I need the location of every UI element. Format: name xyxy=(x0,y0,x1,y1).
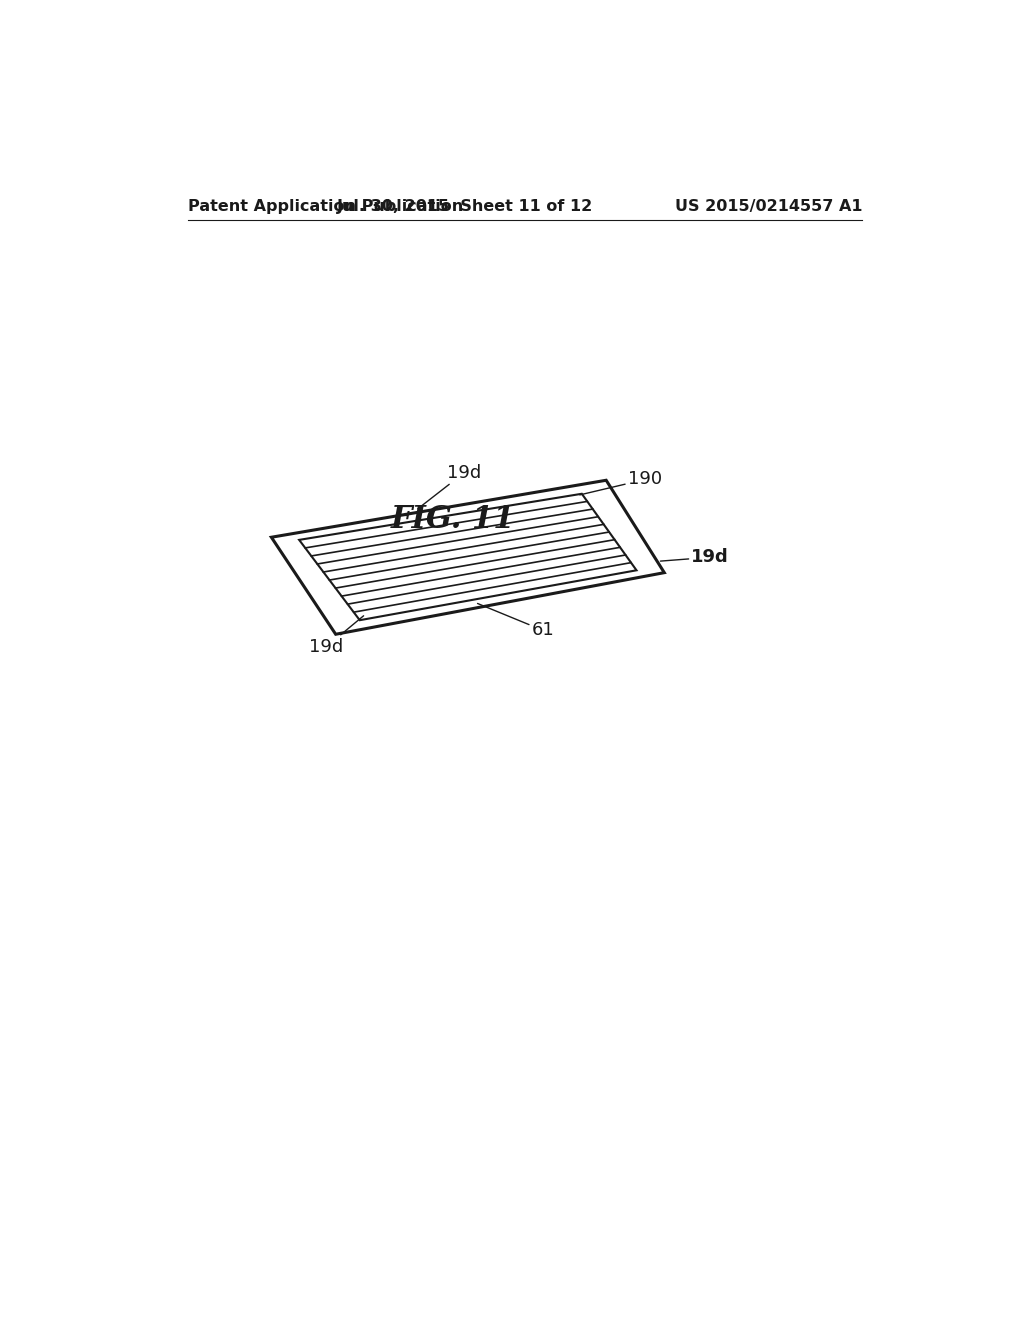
Text: Jul. 30, 2015  Sheet 11 of 12: Jul. 30, 2015 Sheet 11 of 12 xyxy=(337,198,593,214)
Text: 19d: 19d xyxy=(660,548,729,566)
Polygon shape xyxy=(299,494,637,620)
Text: Patent Application Publication: Patent Application Publication xyxy=(187,198,463,214)
Text: FIG. 11: FIG. 11 xyxy=(391,504,516,535)
Text: US 2015/0214557 A1: US 2015/0214557 A1 xyxy=(675,198,862,214)
Text: 61: 61 xyxy=(477,603,555,639)
Polygon shape xyxy=(271,480,665,635)
Text: 19d: 19d xyxy=(418,463,481,508)
Text: 19d: 19d xyxy=(309,615,364,656)
Text: 190: 190 xyxy=(580,470,662,495)
